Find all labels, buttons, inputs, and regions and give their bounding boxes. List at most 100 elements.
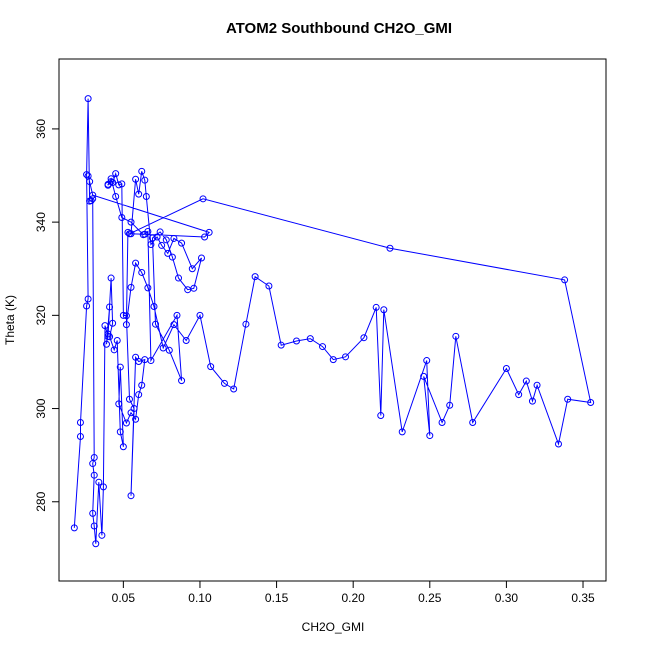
data-point xyxy=(122,312,130,320)
data-point xyxy=(165,346,173,354)
data-point xyxy=(342,353,350,361)
y-tick-label: 280 xyxy=(34,491,48,511)
data-point xyxy=(141,176,149,184)
data-point xyxy=(164,249,172,257)
data-point xyxy=(112,170,120,178)
data-point xyxy=(555,440,563,448)
data-point xyxy=(158,241,166,249)
data-point xyxy=(528,397,536,405)
data-point xyxy=(92,540,100,548)
data-point xyxy=(230,385,238,393)
data-point xyxy=(144,284,152,292)
data-point xyxy=(125,230,133,238)
chart-title: ATOM2 Southbound CH2O_GMI xyxy=(226,20,452,37)
x-axis: 0.05 0.10 0.15 0.20 0.25 0.30 0.35 xyxy=(112,580,595,605)
y-axis: 280 300 320 340 360 xyxy=(34,119,60,512)
data-point xyxy=(147,240,155,248)
data-point xyxy=(148,234,156,242)
data-point xyxy=(89,195,97,203)
data-point xyxy=(122,321,130,329)
data-point xyxy=(319,343,327,351)
data-point xyxy=(173,311,181,319)
x-tick-label: 0.35 xyxy=(571,591,595,605)
data-point xyxy=(84,295,92,303)
data-point xyxy=(175,274,183,282)
data-point xyxy=(197,254,205,262)
data-point xyxy=(83,302,91,310)
data-point xyxy=(84,95,92,103)
data-point xyxy=(150,302,158,310)
x-axis-label: CH2O_GMI xyxy=(302,620,365,634)
data-point xyxy=(84,172,92,180)
data-point xyxy=(329,356,337,364)
data-point xyxy=(587,398,595,406)
data-point xyxy=(386,244,394,252)
data-point xyxy=(152,320,160,328)
data-point xyxy=(70,524,78,532)
plot-frame xyxy=(58,58,607,582)
data-point xyxy=(115,400,123,408)
data-point xyxy=(372,303,380,311)
data-point xyxy=(107,274,115,282)
data-point xyxy=(452,332,460,340)
y-tick-label: 300 xyxy=(34,398,48,418)
data-point xyxy=(196,311,204,319)
data-point xyxy=(199,195,207,203)
data-point xyxy=(112,192,120,200)
data-point xyxy=(220,379,228,387)
data-point xyxy=(265,282,273,290)
data-point xyxy=(106,333,114,341)
y-tick-label: 360 xyxy=(34,119,48,139)
data-point xyxy=(119,311,127,319)
data-point xyxy=(125,395,133,403)
data-point xyxy=(502,364,510,372)
data-point xyxy=(135,391,143,399)
data-point xyxy=(107,175,115,183)
data-point xyxy=(116,428,124,436)
data-point xyxy=(420,372,428,380)
data-point xyxy=(360,334,368,342)
data-point xyxy=(89,460,97,468)
data-point xyxy=(138,268,146,276)
data-point xyxy=(116,363,124,371)
data-point xyxy=(76,433,84,441)
data-point xyxy=(469,419,477,427)
data-point xyxy=(561,276,569,284)
data-point xyxy=(306,335,314,343)
data-point xyxy=(138,167,146,175)
data-point xyxy=(95,478,103,486)
data-point xyxy=(130,405,138,413)
data-point xyxy=(438,419,446,427)
data-point xyxy=(132,259,140,267)
data-point xyxy=(76,419,84,427)
data-point xyxy=(113,337,121,345)
data-point xyxy=(170,321,178,329)
data-point xyxy=(89,509,97,517)
x-tick-label: 0.05 xyxy=(112,591,136,605)
data-point xyxy=(426,432,434,440)
data-point xyxy=(132,353,140,361)
data-point xyxy=(277,341,285,349)
data-point xyxy=(124,228,132,236)
data-point xyxy=(101,322,109,330)
data-point xyxy=(182,337,190,345)
data-point xyxy=(110,346,118,354)
x-tick-label: 0.10 xyxy=(188,591,212,605)
data-point xyxy=(156,228,164,236)
data-point xyxy=(118,180,126,188)
data-point xyxy=(106,303,114,311)
data-point xyxy=(132,415,140,423)
data-point xyxy=(380,306,388,314)
data-point xyxy=(118,213,126,221)
data-point xyxy=(127,218,135,226)
data-point xyxy=(446,401,454,409)
data-point xyxy=(127,283,135,291)
y-tick-label: 340 xyxy=(34,212,48,232)
x-tick-label: 0.15 xyxy=(265,591,289,605)
y-axis-label: Theta (K) xyxy=(3,295,17,345)
data-point xyxy=(201,233,209,241)
data-point xyxy=(533,381,541,389)
data-point xyxy=(109,319,117,327)
data-point xyxy=(522,377,530,385)
data-point xyxy=(89,191,97,199)
